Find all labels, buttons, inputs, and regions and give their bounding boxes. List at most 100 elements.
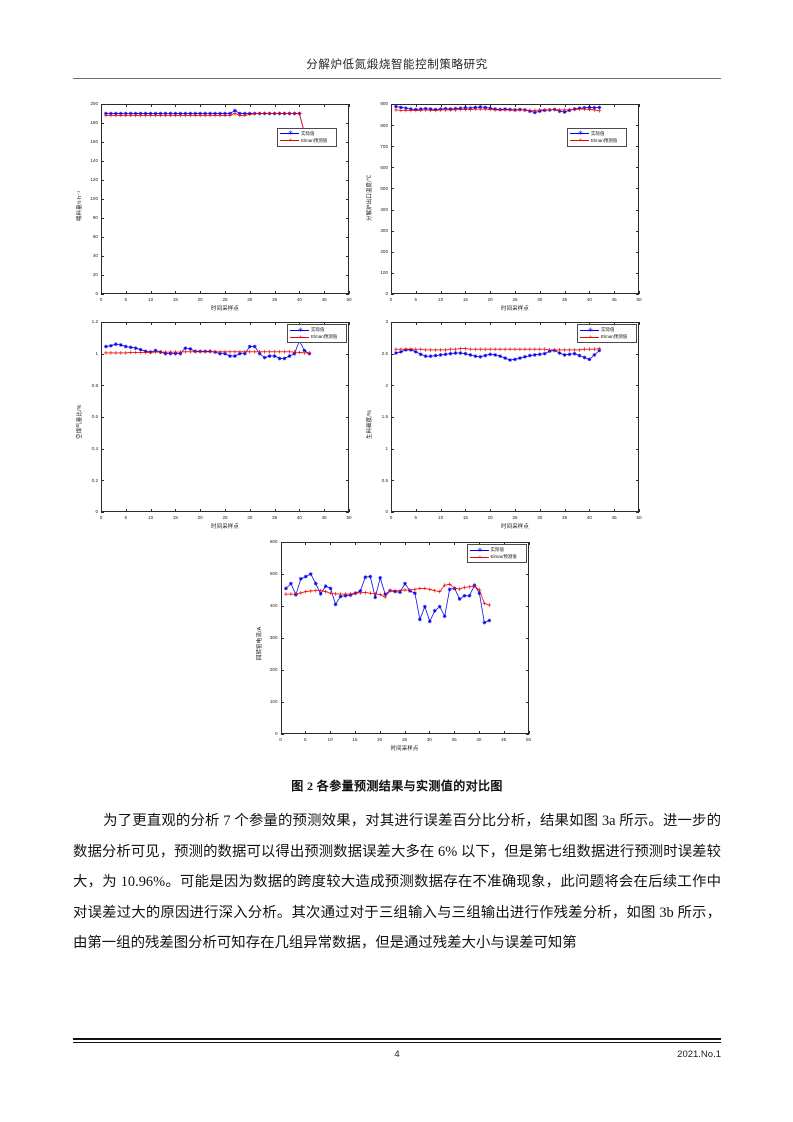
x-tick	[274, 322, 276, 325]
x-tick-label: 35	[562, 514, 568, 520]
x-tick	[440, 104, 442, 107]
x-tick-label: 15	[172, 514, 178, 520]
x-tick	[299, 322, 301, 325]
y-tick	[346, 237, 349, 238]
x-tick	[391, 322, 392, 325]
x-tick	[539, 509, 541, 512]
y-tick	[101, 199, 104, 200]
x-tick	[175, 322, 177, 325]
x-tick	[125, 104, 127, 107]
y-tick	[636, 294, 639, 295]
y-tick	[636, 104, 639, 105]
x-tick	[454, 731, 456, 734]
y-tick-label: 0.8	[91, 382, 98, 388]
x-axis-title: 时间采样点	[390, 746, 419, 752]
series-actual	[104, 339, 312, 361]
x-tick	[249, 322, 251, 325]
y-tick	[636, 125, 639, 127]
y-tick	[346, 480, 349, 482]
x-tick	[101, 509, 102, 512]
x-tick-label: 30	[247, 296, 253, 302]
y-tick	[636, 448, 639, 450]
x-tick	[490, 322, 492, 325]
x-tick-label: 30	[537, 296, 543, 302]
y-tick-label: 0	[385, 509, 388, 515]
x-tick	[515, 509, 516, 512]
y-tick	[391, 230, 394, 232]
y-tick-label: 900	[380, 101, 388, 107]
x-tick	[539, 104, 541, 107]
x-tick	[349, 104, 350, 107]
y-tick	[101, 480, 104, 482]
y-tick-label: 500	[269, 571, 278, 577]
x-tick-label: 40	[296, 296, 302, 302]
x-tick-label: 0	[99, 296, 103, 302]
y-tick	[346, 218, 349, 219]
legend-entry-predicted: + Elman预测值	[570, 137, 624, 144]
legend-label: 实际值	[311, 327, 325, 332]
x-tick	[564, 509, 566, 512]
x-tick	[150, 291, 152, 294]
y-tick	[101, 142, 104, 143]
chart-legend: ✳ 实际值 + Elman预测值	[287, 324, 347, 343]
y-tick	[101, 123, 104, 124]
y-tick-label: 20	[92, 272, 98, 278]
x-tick	[225, 104, 226, 107]
x-tick-label: 40	[586, 296, 592, 302]
series-layer	[104, 108, 312, 135]
x-tick-label: 0	[389, 296, 393, 302]
x-tick-label: 30	[247, 514, 253, 520]
y-tick-label: 0	[95, 509, 98, 515]
legend-label: 实际值	[591, 130, 605, 136]
series-predicted	[104, 111, 312, 135]
legend-entry-actual: ✳ 实际值	[469, 547, 524, 554]
y-tick	[280, 638, 284, 639]
x-tick	[589, 509, 591, 512]
y-tick	[525, 606, 529, 607]
y-tick	[391, 188, 394, 190]
legend-marker-star-icon: ✳	[290, 327, 309, 334]
x-tick	[324, 291, 326, 294]
x-tick-label: 5	[124, 296, 128, 302]
x-tick	[465, 291, 467, 294]
y-tick	[636, 512, 639, 513]
x-tick-label: 15	[172, 296, 178, 302]
x-tick-label: 0	[99, 514, 103, 520]
x-tick-label: 10	[148, 514, 154, 520]
x-tick	[249, 104, 251, 107]
legend-label: 实际值	[601, 327, 615, 332]
legend-entry-actual: ✳ 实际值	[290, 327, 344, 334]
paragraph-1: 为了更直观的分析 7 个参量的预测效果，对其进行误差百分比分析，结果如图 3a …	[73, 806, 721, 959]
legend-entry-predicted: + Elman预测值	[290, 334, 344, 341]
y-tick	[391, 167, 394, 169]
y-tick	[346, 180, 349, 181]
x-tick	[305, 731, 307, 734]
y-tick	[391, 322, 394, 323]
y-tick	[346, 512, 349, 513]
y-tick-label: 100	[269, 699, 278, 705]
x-tick	[503, 731, 505, 734]
series-predicted	[104, 349, 312, 355]
chart-legend: ✳ 实际值 + Elman预测值	[567, 127, 627, 147]
x-tick-label: 25	[222, 514, 228, 520]
x-tick	[589, 104, 591, 107]
legend-entry-predicted: + Elman预测值	[469, 554, 524, 561]
y-tick-label: 400	[269, 603, 278, 609]
x-tick	[330, 731, 332, 734]
x-tick-label: 10	[438, 514, 444, 520]
x-tick	[490, 291, 492, 294]
y-tick-label: 0.6	[91, 414, 98, 420]
x-tick-label: 45	[501, 736, 507, 742]
y-tick	[525, 638, 529, 639]
y-tick	[101, 448, 104, 450]
y-tick-label: 500	[380, 185, 388, 191]
legend-marker-star-icon: ✳	[280, 130, 299, 137]
figure-caption: 图 2 各参量预测结果与实测值的对比图	[291, 779, 503, 793]
y-tick-label: 40	[92, 253, 98, 259]
x-tick	[175, 104, 177, 107]
legend-marker-star-icon: ✳	[469, 547, 489, 554]
legend-label: Elman预测值	[601, 334, 628, 339]
y-tick	[101, 218, 104, 219]
x-tick-label: 45	[611, 514, 617, 520]
